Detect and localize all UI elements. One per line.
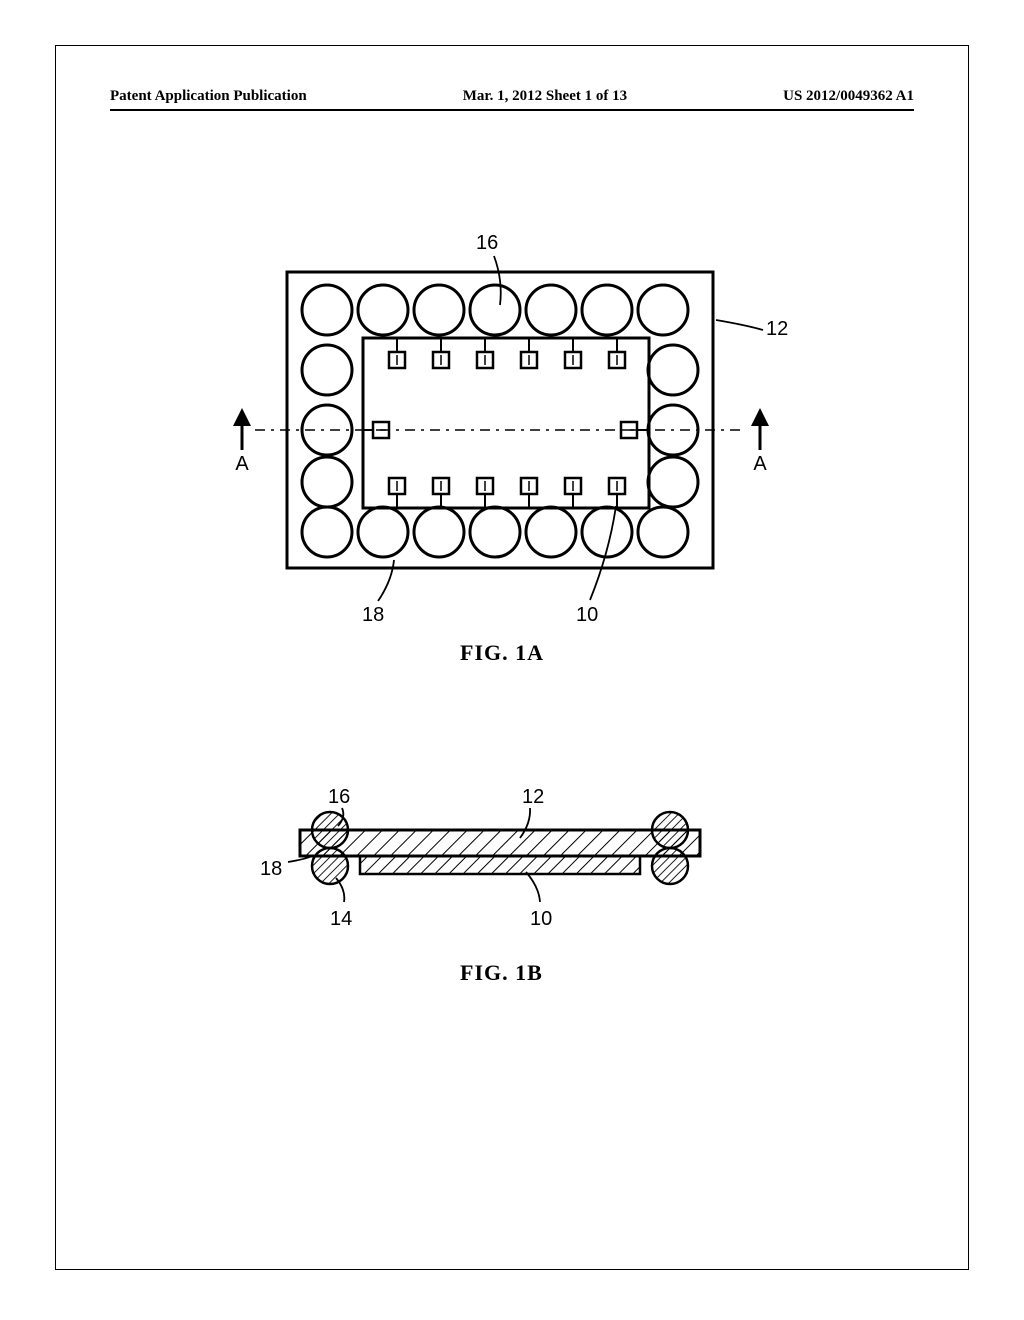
- callout-16: 16: [328, 786, 350, 809]
- callout-18: 18: [362, 604, 384, 627]
- callout-12: 12: [522, 786, 544, 809]
- callout-10: 10: [576, 604, 598, 627]
- callout-14: 14: [330, 908, 352, 931]
- callout-12: 12: [766, 318, 788, 341]
- figure-1b-svg: [300, 810, 700, 900]
- fig-1b-label: FIG. 1B: [460, 960, 543, 986]
- header-right: US 2012/0049362 A1: [783, 88, 914, 105]
- figure-1b: [300, 810, 700, 905]
- callout-16: 16: [476, 232, 498, 255]
- figure-1a-svg: [285, 270, 715, 570]
- callout-18: 18: [260, 858, 282, 881]
- page-header: Patent Application Publication Mar. 1, 2…: [110, 88, 914, 111]
- figure-1a: [285, 270, 715, 575]
- callout-10: 10: [530, 908, 552, 931]
- header-center: Mar. 1, 2012 Sheet 1 of 13: [463, 88, 627, 105]
- header-left: Patent Application Publication: [110, 88, 307, 105]
- fig-1a-label: FIG. 1A: [460, 640, 544, 666]
